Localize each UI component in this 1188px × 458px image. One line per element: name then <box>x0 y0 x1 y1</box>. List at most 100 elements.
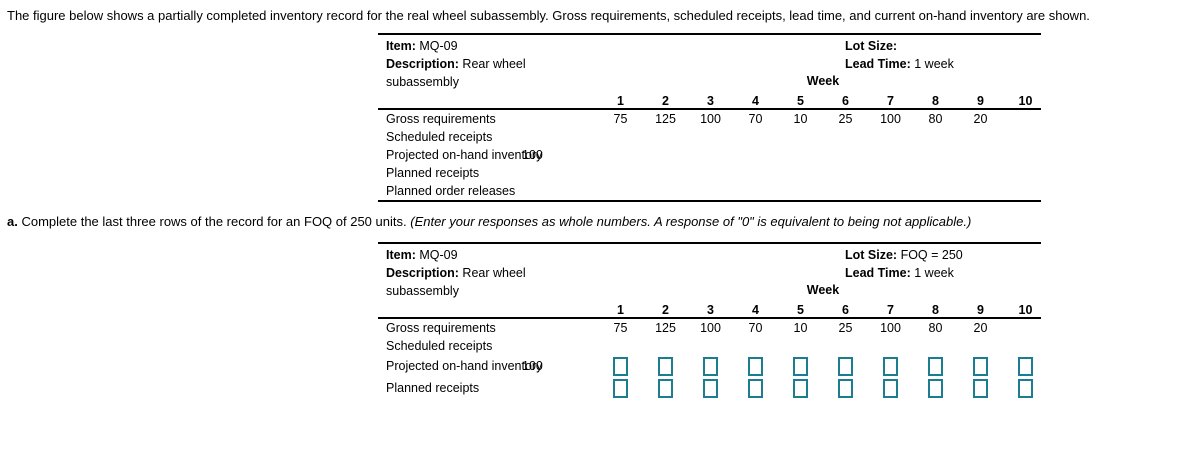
response-cell <box>823 355 868 377</box>
planned-receipts-input-week-8[interactable] <box>928 378 943 398</box>
row-projected-on-hand-inventory: Projected on-hand inventory 100 <box>378 355 1041 377</box>
gross-requirements-week-8: 80 <box>928 112 943 126</box>
row-label: Projected on-hand inventory <box>386 148 543 162</box>
week-header-label: Week <box>806 74 840 88</box>
planned-receipts-input-week-10[interactable] <box>1018 378 1033 398</box>
row-label-cell: Planned order releases <box>378 182 598 200</box>
item-value: MQ-09 <box>419 248 458 262</box>
row-label: Projected on-hand inventory <box>386 359 543 373</box>
gross-requirements-week-1: 75 <box>613 321 628 335</box>
gross-requirements-week-4: 70 <box>748 321 763 335</box>
planned-receipts-input-week-7[interactable] <box>883 378 898 398</box>
week-number-6: 6 <box>842 93 849 108</box>
planned-receipts-input-week-9[interactable] <box>973 378 988 398</box>
description-value: Rear wheel <box>462 57 526 71</box>
gross-requirements-week-3: 100 <box>700 321 721 335</box>
item-value: MQ-09 <box>419 39 458 53</box>
response-cell <box>1003 355 1048 377</box>
gross-requirements-week-9: 20 <box>973 112 988 126</box>
row-planned-order-releases: Planned order releases <box>378 182 1041 200</box>
week-number-1: 1 <box>617 302 624 317</box>
intro-text: The figure below shows a partially compl… <box>7 8 1090 23</box>
projected-on-hand-inventory-input-week-3[interactable] <box>703 356 718 376</box>
gross-requirements-week-2: 125 <box>655 112 676 126</box>
week-number-9: 9 <box>977 302 984 317</box>
item-description-block: Item: MQ-09 Description: Rear wheel suba… <box>386 37 526 91</box>
response-cell <box>598 377 643 399</box>
response-cell <box>643 355 688 377</box>
planned-receipts-input-week-5[interactable] <box>793 378 808 398</box>
projected-on-hand-inventory-input-week-8[interactable] <box>928 356 943 376</box>
lot-size-label: Lot Size: <box>845 248 898 262</box>
response-cell <box>643 377 688 399</box>
lead-time-label: Lead Time: <box>845 57 911 71</box>
lead-time-line: Lead Time: 1 week <box>845 55 954 73</box>
lead-time-value: 1 week <box>914 266 954 280</box>
description-line2: subassembly <box>386 282 526 300</box>
projected-on-hand-inventory-input-week-9[interactable] <box>973 356 988 376</box>
description-line: Description: Rear wheel <box>386 55 526 73</box>
response-cell <box>733 377 778 399</box>
projected-on-hand-inventory-input-week-6[interactable] <box>838 356 853 376</box>
row-label: Scheduled receipts <box>386 339 493 353</box>
current-on-hand-value: 100 <box>522 359 543 373</box>
table-body: Gross requirements 75 125 100 70 10 25 100 80 20 S… <box>378 319 1041 399</box>
week-number-5: 5 <box>797 302 804 317</box>
week-number-3: 3 <box>707 302 714 317</box>
planned-receipts-input-week-6[interactable] <box>838 378 853 398</box>
table-header: Item: MQ-09 Description: Rear wheel suba… <box>378 244 1041 302</box>
week-number-10: 10 <box>1018 302 1033 317</box>
gross-requirements-week-3: 100 <box>700 112 721 126</box>
response-cell <box>868 377 913 399</box>
projected-on-hand-inventory-input-week-2[interactable] <box>658 356 673 376</box>
row-label-cell: Scheduled receipts <box>378 128 598 146</box>
response-cell <box>913 377 958 399</box>
planned-receipts-input-week-4[interactable] <box>748 378 763 398</box>
description-line2: subassembly <box>386 73 526 91</box>
week-number-7: 7 <box>887 302 894 317</box>
row-scheduled-receipts: Scheduled receipts <box>378 128 1041 146</box>
row-planned-receipts: Planned receipts <box>378 164 1041 182</box>
row-projected-on-hand-inventory: Projected on-hand inventory 100 <box>378 146 1041 164</box>
week-number-9: 9 <box>977 93 984 108</box>
week-number-8: 8 <box>932 93 939 108</box>
gross-requirements-week-6: 25 <box>838 321 853 335</box>
row-label: Planned order releases <box>386 184 516 198</box>
description-line: Description: Rear wheel <box>386 264 526 282</box>
projected-on-hand-inventory-input-week-7[interactable] <box>883 356 898 376</box>
row-label-cell: Gross requirements <box>378 110 598 128</box>
planned-receipts-input-week-3[interactable] <box>703 378 718 398</box>
projected-on-hand-inventory-input-week-1[interactable] <box>613 356 628 376</box>
week-number-10: 10 <box>1018 93 1033 108</box>
gross-requirements-week-7: 100 <box>880 321 901 335</box>
item-description-block: Item: MQ-09 Description: Rear wheel suba… <box>386 246 526 300</box>
response-cell <box>688 377 733 399</box>
response-cell <box>868 355 913 377</box>
week-number-7: 7 <box>887 93 894 108</box>
week-number-2: 2 <box>662 93 669 108</box>
week-number-8: 8 <box>932 302 939 317</box>
lead-time-label: Lead Time: <box>845 266 911 280</box>
row-label-cell: Gross requirements <box>378 319 598 337</box>
description-label: Description: <box>386 57 459 71</box>
description-value-line2: subassembly <box>386 284 459 298</box>
week-number-5: 5 <box>797 93 804 108</box>
gross-requirements-week-4: 70 <box>748 112 763 126</box>
lot-leadtime-block: Lot Size: Lead Time: 1 week <box>845 37 954 73</box>
planned-receipts-input-week-2[interactable] <box>658 378 673 398</box>
question-a-label: a. <box>7 214 18 229</box>
response-cell <box>958 377 1003 399</box>
projected-on-hand-inventory-input-week-4[interactable] <box>748 356 763 376</box>
lead-time-value: 1 week <box>914 57 954 71</box>
row-label-cell: Scheduled receipts <box>378 337 598 355</box>
response-cell <box>958 355 1003 377</box>
response-cell <box>823 377 868 399</box>
projected-on-hand-inventory-input-week-5[interactable] <box>793 356 808 376</box>
lot-size-line: Lot Size: <box>845 37 954 55</box>
planned-receipts-input-week-1[interactable] <box>613 378 628 398</box>
lot-size-label: Lot Size: <box>845 39 898 53</box>
description-value-line2: subassembly <box>386 75 459 89</box>
row-label-cell: Planned receipts <box>378 377 598 399</box>
projected-on-hand-inventory-input-week-10[interactable] <box>1018 356 1033 376</box>
